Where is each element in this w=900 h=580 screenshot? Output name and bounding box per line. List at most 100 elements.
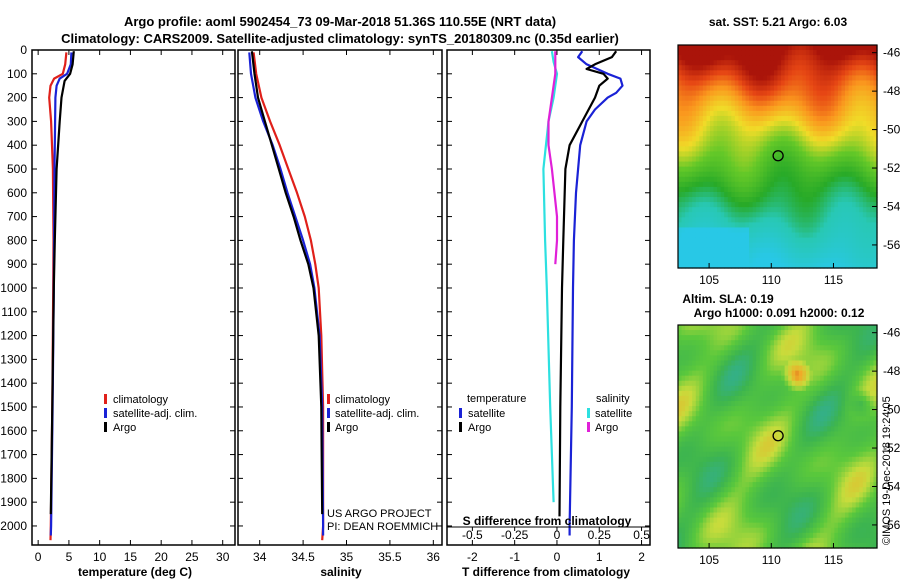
map-cell bbox=[731, 466, 736, 473]
map-cell bbox=[855, 222, 860, 229]
map-cell bbox=[816, 70, 821, 77]
map-cell bbox=[706, 350, 711, 357]
map-cell bbox=[692, 527, 697, 534]
map-cell bbox=[770, 110, 775, 117]
map-cell bbox=[866, 390, 871, 397]
map-cell bbox=[713, 166, 718, 173]
map-cell bbox=[756, 436, 761, 443]
map-cell bbox=[841, 262, 846, 269]
map-cell bbox=[713, 325, 718, 331]
map-cell bbox=[752, 237, 757, 244]
map-cell bbox=[734, 340, 740, 346]
map-cell bbox=[823, 45, 828, 51]
map-cell bbox=[678, 385, 683, 392]
map-cell bbox=[827, 507, 832, 514]
map-cell bbox=[798, 181, 803, 188]
map-cell bbox=[820, 75, 825, 82]
map-cell bbox=[752, 395, 757, 402]
map-cell bbox=[692, 421, 697, 427]
map-cell bbox=[845, 146, 850, 153]
map-cell bbox=[827, 242, 832, 249]
map-cell bbox=[852, 95, 857, 102]
map-cell bbox=[745, 431, 750, 438]
map-cell bbox=[749, 151, 754, 158]
map-cell bbox=[830, 197, 835, 203]
map-cell bbox=[827, 421, 832, 427]
map-cell bbox=[770, 126, 775, 132]
map-cell bbox=[862, 335, 867, 341]
map-cell bbox=[781, 487, 786, 493]
map-cell bbox=[791, 517, 796, 524]
map-cell bbox=[781, 110, 786, 117]
map-cell bbox=[805, 431, 811, 438]
map-cell bbox=[823, 237, 828, 244]
map-cell bbox=[678, 507, 683, 514]
map-cell bbox=[692, 335, 697, 341]
map-cell bbox=[709, 456, 715, 463]
map-cell bbox=[720, 466, 725, 473]
map-cell bbox=[678, 181, 683, 188]
map-cell bbox=[816, 471, 821, 478]
map-cell bbox=[720, 141, 725, 147]
map-cell bbox=[720, 375, 725, 382]
map-cell bbox=[734, 355, 740, 362]
map-cell bbox=[727, 65, 732, 71]
map-cell bbox=[745, 222, 750, 229]
map-cell bbox=[752, 222, 757, 229]
map-cell bbox=[777, 197, 782, 203]
map-cell bbox=[848, 502, 853, 509]
map-cell bbox=[781, 121, 786, 127]
map-cell bbox=[752, 70, 757, 77]
map-cell bbox=[837, 237, 843, 244]
map-cell bbox=[816, 512, 821, 519]
map-cell bbox=[820, 115, 825, 122]
map-cell bbox=[702, 60, 708, 66]
map-cell bbox=[763, 431, 768, 438]
map-cell bbox=[727, 70, 732, 77]
map-cell bbox=[788, 345, 793, 351]
map-cell bbox=[706, 395, 711, 402]
legend-label: satellite-adj. clim. bbox=[335, 408, 419, 420]
map-cell bbox=[678, 360, 683, 367]
map-cell bbox=[813, 247, 818, 254]
map-cell bbox=[866, 487, 871, 493]
map-cell bbox=[699, 227, 704, 234]
map-cell bbox=[834, 141, 839, 147]
map-cell bbox=[862, 50, 867, 56]
map-cell bbox=[770, 65, 775, 71]
map-cell bbox=[855, 360, 860, 367]
map-cell bbox=[802, 370, 807, 377]
map-cell bbox=[823, 156, 828, 163]
map-cell bbox=[866, 146, 871, 153]
map-cell bbox=[763, 350, 768, 357]
map-cell bbox=[813, 141, 818, 147]
map-cell bbox=[859, 70, 864, 77]
map-cell bbox=[820, 70, 825, 77]
map-cell bbox=[813, 227, 818, 234]
map-cell bbox=[820, 247, 825, 254]
map-cell bbox=[873, 325, 878, 331]
map-cell bbox=[837, 222, 843, 229]
map-cell bbox=[745, 232, 750, 239]
map-cell bbox=[837, 466, 843, 473]
map-cell bbox=[841, 375, 846, 382]
map-cell bbox=[873, 227, 878, 234]
map-cell bbox=[869, 227, 875, 234]
map-cell bbox=[845, 441, 850, 448]
map-cell bbox=[841, 186, 846, 193]
map-cell bbox=[759, 421, 764, 427]
map-cell bbox=[805, 406, 811, 412]
map-cell bbox=[805, 492, 811, 498]
map-cell bbox=[724, 477, 729, 483]
map-cell bbox=[830, 257, 835, 264]
map-cell bbox=[749, 85, 754, 92]
map-cell bbox=[749, 80, 754, 87]
map-cell bbox=[848, 477, 853, 483]
map-cell bbox=[702, 105, 708, 112]
map-cell bbox=[784, 401, 789, 407]
map-cell bbox=[873, 497, 878, 503]
map-cell bbox=[834, 375, 839, 382]
map-cell bbox=[823, 95, 828, 102]
map-cell bbox=[777, 461, 782, 468]
map-cell bbox=[834, 512, 839, 519]
